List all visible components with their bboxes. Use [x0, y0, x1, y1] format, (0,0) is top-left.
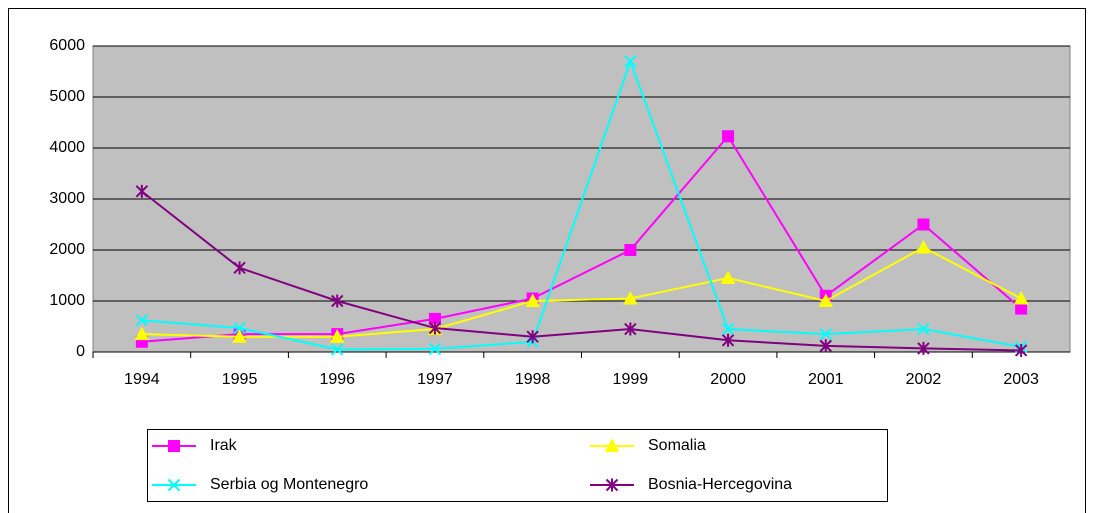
- marker: [720, 270, 736, 285]
- marker: [605, 478, 619, 492]
- y-tick-label: 1000: [49, 292, 85, 309]
- series-line: [141, 58, 1022, 351]
- marker: [1013, 290, 1029, 305]
- marker: [428, 312, 441, 325]
- x-tick-label: 1994: [124, 371, 160, 388]
- marker: [233, 321, 246, 335]
- x-tick-label: 1996: [319, 371, 355, 388]
- series-line: [141, 134, 1022, 343]
- x-tick-label: 2003: [1003, 371, 1039, 388]
- marker: [917, 322, 930, 336]
- x-tick-label: 2001: [808, 371, 844, 388]
- x-tick-label: 1999: [613, 371, 649, 388]
- marker: [526, 330, 539, 344]
- y-tick-label: 0: [76, 343, 85, 360]
- marker: [331, 294, 344, 308]
- marker: [134, 326, 150, 341]
- marker: [721, 322, 735, 336]
- marker: [721, 333, 735, 347]
- marker: [329, 329, 345, 343]
- marker: [525, 293, 540, 307]
- x-tick-label: 2000: [710, 371, 746, 388]
- x-tick-label: 1997: [417, 371, 453, 388]
- marker: [624, 244, 637, 256]
- marker: [722, 130, 735, 143]
- marker: [135, 314, 149, 327]
- legend-label: Irak: [210, 437, 238, 454]
- marker: [917, 341, 930, 355]
- legend-label: Bosnia-Hercegovina: [648, 476, 792, 493]
- y-tick-label: 3000: [49, 190, 85, 207]
- marker: [135, 184, 149, 198]
- marker: [604, 438, 620, 452]
- marker: [428, 321, 442, 335]
- marker: [819, 339, 832, 353]
- marker: [1014, 343, 1028, 357]
- x-tick-label: 1995: [222, 371, 258, 388]
- legend-label: Somalia: [648, 437, 706, 454]
- x-tick-label: 1998: [515, 371, 551, 388]
- marker: [624, 322, 637, 336]
- y-tick-label: 6000: [49, 37, 85, 54]
- y-tick-label: 5000: [49, 88, 85, 105]
- marker: [818, 293, 834, 307]
- y-tick-label: 4000: [49, 139, 85, 156]
- y-tick-label: 2000: [49, 241, 85, 258]
- legend-label: Serbia og Montenegro: [210, 476, 368, 493]
- series-line: [141, 246, 1022, 338]
- marker: [624, 55, 637, 68]
- marker: [233, 261, 246, 275]
- marker: [168, 440, 180, 452]
- marker: [1015, 302, 1028, 315]
- marker: [428, 342, 442, 356]
- legend: [147, 429, 888, 502]
- marker: [331, 343, 344, 356]
- marker: [916, 239, 931, 254]
- marker: [623, 290, 638, 305]
- marker: [167, 478, 181, 492]
- marker: [917, 218, 930, 231]
- marker: [819, 327, 832, 341]
- marker: [232, 329, 247, 343]
- x-tick-label: 2002: [906, 371, 942, 388]
- series-line: [141, 190, 1022, 352]
